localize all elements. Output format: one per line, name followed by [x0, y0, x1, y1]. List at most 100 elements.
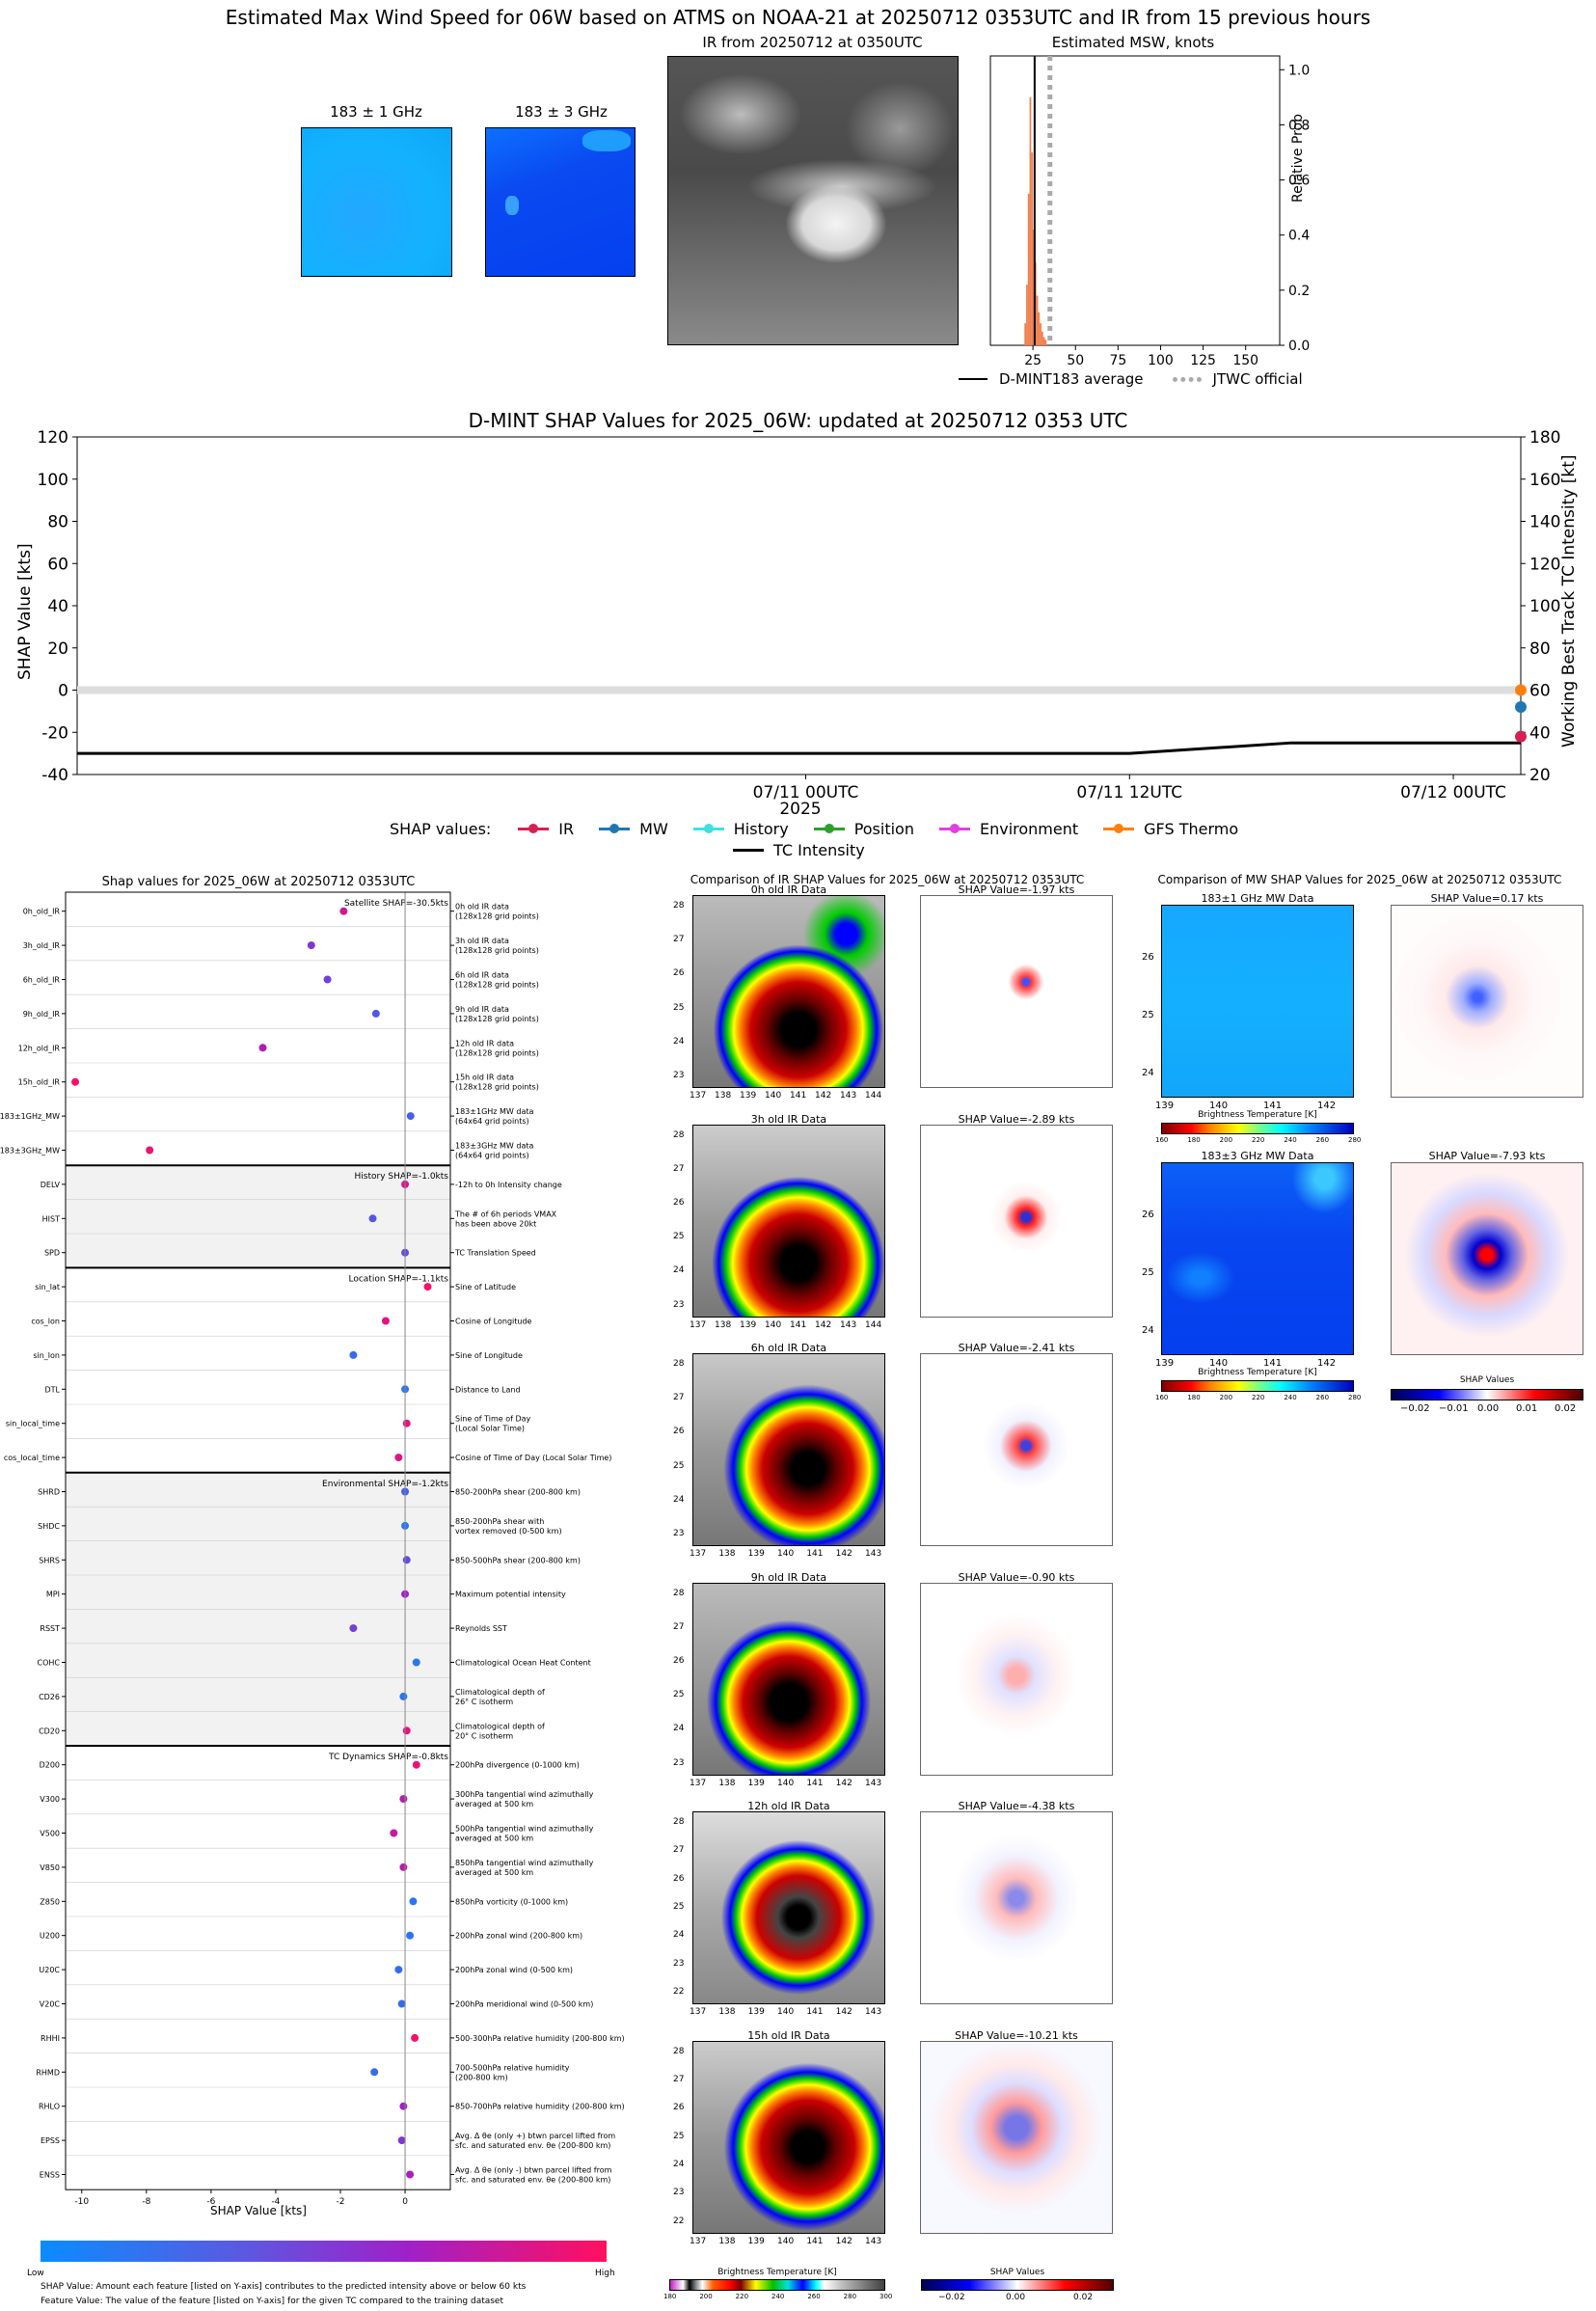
feature-description: 850-200hPa shear with — [455, 1517, 544, 1526]
ts-legend-dot — [824, 824, 834, 833]
ir-xtick-label: 137 — [690, 2236, 707, 2246]
ir-ytick-label: 26 — [673, 2103, 685, 2113]
feature-description: (64x64 grid points) — [455, 1152, 529, 1160]
feature-dot — [409, 1897, 418, 1906]
feature-name: 15h_old_IR — [18, 1078, 61, 1087]
feature-description: 183±1GHz MW data — [455, 1107, 533, 1116]
ir-shap-image — [920, 2040, 1113, 2234]
ts-legend-item: MW — [599, 820, 668, 838]
ir-colorbar-tick: 280 — [843, 2293, 857, 2300]
mw-colorbar-label: Brightness Temperature [K] — [1198, 1110, 1317, 1120]
ir-xtick-label: 137 — [690, 1549, 707, 1559]
ts-legend-dot — [528, 824, 539, 833]
feature-dot — [412, 1658, 420, 1667]
ir-xtick-label: 140 — [765, 1319, 782, 1330]
mw-xtick-label: 141 — [1263, 1358, 1283, 1369]
feature-dot — [371, 1009, 380, 1018]
ir-label: IR from 20250712 at 0350UTC — [702, 34, 923, 51]
mw-shap-colorbar-tick: −0.01 — [1439, 1403, 1469, 1414]
mw-shap-colorbar-tick: −0.02 — [1400, 1403, 1430, 1414]
mw-data-image — [1161, 905, 1354, 1098]
ir-colorbar-tick: 240 — [771, 2293, 785, 2300]
ir-ytick-label: 23 — [673, 1958, 685, 1969]
feature-dot — [411, 2033, 419, 2042]
mw-shap-title: SHAP Value=-7.93 kts — [1428, 1150, 1546, 1162]
feature-description: 850-200hPa shear (200-800 km) — [455, 1488, 581, 1497]
msw-bar — [1027, 193, 1030, 345]
feature-name: 6h_old_IR — [23, 976, 61, 985]
dmint-legend-label: D-MINT183 average — [999, 370, 1144, 388]
intensity-legend-line — [733, 849, 764, 852]
mw-shap-image — [1391, 1162, 1583, 1355]
feature-name: RHMD — [36, 2068, 60, 2077]
feature-name: sin_lat — [35, 1283, 60, 1291]
ts-ylabel-right: Working Best Track TC Intensity [kt] — [1559, 454, 1579, 748]
ir-data-title: 15h old IR Data — [747, 2028, 830, 2042]
msw-xtick-label: 100 — [1148, 353, 1174, 368]
ts-legend-item: GFS Thermo — [1103, 820, 1238, 838]
mw-row-colorbar-tick: 280 — [1348, 1394, 1362, 1401]
mw-xtick-label: 140 — [1209, 1101, 1229, 1111]
shap-xtick-label: -4 — [271, 2197, 280, 2207]
ir-xtick-label: 138 — [718, 2007, 736, 2017]
ir-shap-image — [920, 895, 1113, 1088]
feature-name: COHC — [38, 1659, 61, 1668]
feature-description: 850-700hPa relative humidity (200-800 km… — [455, 2103, 625, 2111]
ir-xtick-label: 141 — [806, 1549, 824, 1559]
shap-panel-title: Shap values for 2025_06W at 20250712 035… — [101, 875, 416, 889]
mw-ytick-label: 26 — [1142, 1210, 1154, 1220]
feature-description: 700-500hPa relative humidity — [455, 2063, 570, 2072]
feature-name: 12h_old_IR — [18, 1044, 61, 1052]
mw-row-colorbar-tick: 180 — [1187, 1394, 1201, 1401]
mw-xtick-label: 139 — [1155, 1358, 1175, 1369]
feature-description: 200hPa zonal wind (0-500 km) — [455, 1966, 573, 1974]
feature-dot — [394, 1966, 403, 1974]
ir-data-image — [692, 1124, 885, 1318]
mw-xtick-label: 141 — [1263, 1101, 1283, 1111]
feature-name: V500 — [40, 1830, 60, 1838]
ir-ytick-label: 22 — [673, 2216, 685, 2226]
mw-row-colorbar — [1161, 1123, 1354, 1134]
feature-description: sfc. and saturated env. θe (200-800 km) — [455, 2176, 610, 2185]
ir-ytick-label: 28 — [673, 901, 685, 911]
feature-description: Climatological depth of — [455, 1722, 545, 1730]
ts-legend-swatch — [692, 824, 724, 833]
feature-name: V300 — [40, 1795, 60, 1804]
dmint-legend-line — [959, 378, 987, 380]
feature-dot — [406, 1112, 415, 1121]
ir-ytick-label: 25 — [673, 1460, 685, 1471]
mw-shap-colorbar-tick: 0.01 — [1516, 1403, 1538, 1414]
feature-description: 200hPa divergence (0-1000 km) — [455, 1761, 580, 1770]
ts-xtick-label: 07/11 12UTC — [1076, 783, 1182, 802]
feature-name: DTL — [44, 1385, 60, 1394]
ir-xtick-label: 143 — [840, 1319, 857, 1330]
ts-ylabel-left: SHAP Value [kts] — [15, 543, 35, 680]
shap-xtick-label: -8 — [142, 2197, 150, 2207]
mw-row-colorbar-tick: 220 — [1252, 1394, 1265, 1401]
ir-xtick-label: 141 — [790, 1319, 807, 1330]
ir-xtick-label: 140 — [765, 1091, 782, 1101]
feature-description: (64x64 grid points) — [455, 1117, 529, 1126]
ir-ytick-label: 23 — [673, 1757, 685, 1768]
feature-description: 300hPa tangential wind azimuthally — [455, 1790, 594, 1799]
ir-shap-title: SHAP Value=-0.90 kts — [958, 1570, 1075, 1584]
ir-data-title: 0h old IR Data — [750, 884, 827, 896]
msw-bar — [1042, 337, 1045, 345]
ir-ytick-label: 23 — [673, 1299, 685, 1310]
ts-legend-swatch — [599, 824, 631, 833]
feature-name: DELV — [41, 1181, 61, 1189]
ir-ytick-label: 27 — [673, 1393, 685, 1403]
feature-colorbar — [41, 2241, 607, 2262]
ir-xtick-label: 137 — [690, 1091, 707, 1101]
shap-endpoint — [1515, 701, 1527, 713]
ts-ytick-left-label: -20 — [41, 723, 68, 743]
msw-bar — [1040, 323, 1041, 345]
shap-xtick-label: 0 — [402, 2197, 408, 2207]
feature-description: 6h old IR data — [455, 971, 509, 980]
mw-row-colorbar-tick: 260 — [1315, 1394, 1330, 1401]
ir-colorbar-tick: 220 — [735, 2293, 749, 2300]
feature-name: cos_local_time — [4, 1454, 60, 1462]
ir-shap-title: SHAP Value=-1.97 kts — [958, 884, 1075, 896]
shap-xlabel: SHAP Value [kts] — [210, 2204, 307, 2217]
feature-name: SPD — [44, 1249, 60, 1258]
